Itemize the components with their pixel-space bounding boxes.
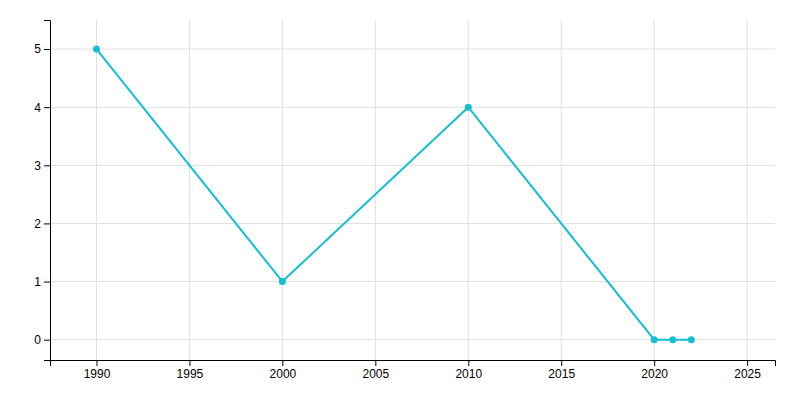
axis-line	[51, 361, 776, 367]
tick-label: 2	[34, 217, 41, 231]
tick-label: 2000	[270, 367, 297, 381]
axis-line	[44, 21, 51, 361]
tick-label: 1995	[177, 367, 204, 381]
plot: 1990 1995 2000 2005 2010 2015 2020 2025 0 1 2 3 4 5	[34, 20, 775, 381]
x-axis: 1990 1995 2000 2005 2010 2015 2020 2025	[51, 360, 776, 381]
grid-line	[50, 107, 775, 108]
tick-label: 5	[34, 42, 41, 56]
tick: 3	[34, 159, 50, 173]
tick-label: 4	[34, 101, 41, 115]
tick-label: 0	[34, 333, 41, 347]
tick: 2	[34, 217, 50, 231]
tick-mark	[44, 49, 50, 50]
grid-line	[561, 20, 562, 360]
grid-line	[50, 281, 775, 282]
tick: 2005	[362, 360, 389, 381]
grid-line	[189, 20, 190, 360]
tick-label: 3	[34, 159, 41, 173]
tick: 1990	[84, 360, 111, 381]
chart: 1990 1995 2000 2005 2010 2015 2020 2025 0 1 2 3 4 5	[0, 0, 800, 400]
tick-mark	[282, 360, 283, 366]
tick-label: 1990	[84, 367, 111, 381]
grid-line	[375, 20, 376, 360]
grid-line	[654, 20, 655, 360]
tick-mark	[44, 340, 50, 341]
tick-mark	[468, 360, 469, 366]
tick: 2020	[641, 360, 668, 381]
grid	[50, 20, 775, 360]
line	[96, 49, 691, 340]
tick: 2000	[270, 360, 297, 381]
tick-mark	[654, 360, 655, 366]
tick-mark	[44, 107, 50, 108]
tick: 2010	[455, 360, 482, 381]
tick: 1995	[177, 360, 204, 381]
point	[688, 336, 695, 343]
tick-mark	[375, 360, 376, 366]
y-axis: 0 1 2 3 4 5	[34, 21, 50, 361]
tick-mark	[561, 360, 562, 366]
tick: 0	[34, 333, 50, 347]
grid-line	[96, 20, 97, 360]
tick-mark	[189, 360, 190, 366]
tick-label: 2005	[362, 367, 389, 381]
tick: 4	[34, 101, 50, 115]
tick-label: 2020	[641, 367, 668, 381]
grid-line	[282, 20, 283, 360]
point	[651, 336, 658, 343]
tick: 2025	[734, 360, 761, 381]
point	[93, 46, 100, 53]
grid-line	[50, 49, 775, 50]
point	[669, 336, 676, 343]
grid-line	[50, 165, 775, 166]
grid-line	[468, 20, 469, 360]
series	[93, 46, 695, 344]
tick-mark	[44, 223, 50, 224]
tick: 5	[34, 42, 50, 56]
tick: 2015	[548, 360, 575, 381]
tick-label: 2010	[455, 367, 482, 381]
tick-label: 2025	[734, 367, 761, 381]
tick-label: 1	[34, 275, 41, 289]
grid-line	[50, 223, 775, 224]
grid-line	[747, 20, 748, 360]
tick-mark	[44, 165, 50, 166]
tick-mark	[44, 282, 50, 283]
point	[279, 278, 286, 285]
point	[465, 104, 472, 111]
tick: 1	[34, 275, 50, 289]
tick-mark	[747, 360, 748, 366]
tick-mark	[96, 360, 97, 366]
tick-label: 2015	[548, 367, 575, 381]
